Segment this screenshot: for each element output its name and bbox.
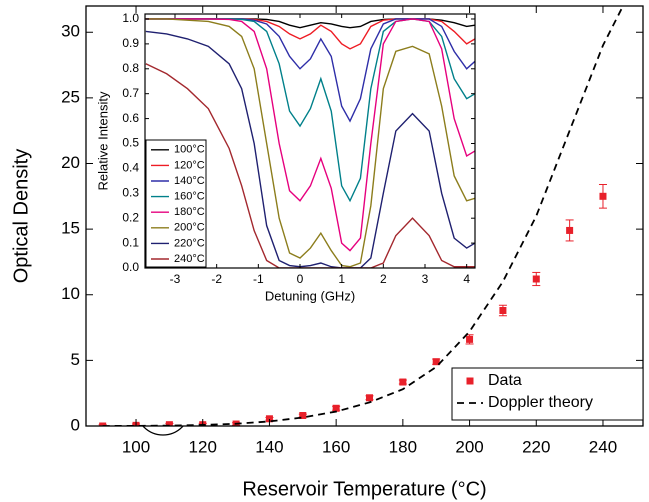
data-line bbox=[145, 30, 475, 268]
data-point bbox=[432, 358, 440, 366]
data-line bbox=[145, 18, 475, 252]
legend-label: 240°C bbox=[174, 253, 205, 265]
x-tick-label: 240 bbox=[589, 437, 617, 456]
plot-frame bbox=[144, 13, 476, 269]
y-tick-label: 0.5 bbox=[122, 136, 139, 150]
legend-box bbox=[145, 139, 207, 268]
y-tick-label: 0.2 bbox=[122, 210, 139, 224]
x-tick-label: 3 bbox=[422, 272, 429, 286]
y-tick-label: 5 bbox=[71, 350, 80, 369]
x-tick-label: 220 bbox=[522, 437, 550, 456]
data-point bbox=[599, 192, 607, 200]
data-point bbox=[332, 404, 340, 412]
y-tick-label: 20 bbox=[61, 153, 80, 172]
x-tick-label: -1 bbox=[253, 272, 264, 286]
y-tick-label: 10 bbox=[61, 284, 80, 303]
plot-frame bbox=[85, 5, 644, 427]
legend-label: 160°C bbox=[174, 191, 205, 203]
data-point bbox=[566, 226, 574, 234]
y-tick-label: 15 bbox=[61, 219, 80, 238]
y-tick-label: 0.4 bbox=[122, 161, 139, 175]
x-tick-label: 120 bbox=[189, 437, 217, 456]
data-point bbox=[399, 378, 407, 386]
y-tick-label: 0.1 bbox=[122, 235, 139, 249]
legend-label: 140°C bbox=[174, 175, 205, 187]
legend-label: Data bbox=[488, 372, 522, 389]
data-point bbox=[466, 335, 474, 343]
x-axis-title: Detuning (GHz) bbox=[265, 288, 355, 303]
y-tick-label: 0.8 bbox=[122, 61, 139, 75]
y-tick-label: 0.6 bbox=[122, 111, 139, 125]
x-tick-label: 180 bbox=[389, 437, 417, 456]
y-tick-label: 0.7 bbox=[122, 86, 139, 100]
y-tick-label: 0 bbox=[71, 415, 80, 434]
y-tick-label: 0.9 bbox=[122, 36, 139, 50]
plot-area bbox=[98, 6, 624, 426]
data-point bbox=[165, 421, 173, 426]
legend-box bbox=[451, 367, 644, 421]
y-tick-label: 30 bbox=[61, 22, 80, 41]
x-tick-label: -3 bbox=[170, 272, 181, 286]
data-point bbox=[366, 394, 374, 402]
legend-label: Doppler theory bbox=[488, 394, 593, 411]
legend-label: 180°C bbox=[174, 206, 205, 218]
data-point bbox=[265, 415, 273, 423]
data-line bbox=[145, 18, 475, 268]
y-tick-label: 0.0 bbox=[122, 260, 139, 274]
legend-label: 120°C bbox=[174, 159, 205, 171]
y-tick-label: 0.3 bbox=[122, 185, 139, 199]
data-point bbox=[299, 412, 307, 419]
legend-marker bbox=[466, 377, 474, 385]
data-point bbox=[99, 422, 107, 426]
x-tick-label: 140 bbox=[255, 437, 283, 456]
legend-label: 200°C bbox=[174, 222, 205, 234]
x-tick-label: 0 bbox=[297, 272, 304, 286]
x-tick-label: 160 bbox=[322, 437, 350, 456]
y-tick-label: 25 bbox=[61, 87, 80, 106]
legend-label: 220°C bbox=[174, 237, 205, 249]
data-line bbox=[102, 6, 624, 426]
data-point bbox=[532, 275, 540, 283]
data-line bbox=[145, 63, 475, 268]
x-tick-label: 4 bbox=[463, 272, 470, 286]
data-point bbox=[499, 307, 507, 314]
x-axis-title: Reservoir Temperature (°C) bbox=[242, 478, 486, 500]
y-axis-title: Optical Density bbox=[10, 149, 32, 284]
x-tick-label: 1 bbox=[338, 272, 345, 286]
x-tick-label: 100 bbox=[122, 437, 150, 456]
y-tick-label: 1.0 bbox=[122, 11, 139, 25]
x-tick-label: 2 bbox=[380, 272, 387, 286]
x-tick-label: 200 bbox=[455, 437, 483, 456]
legend-label: 100°C bbox=[174, 144, 205, 156]
y-axis-title: Relative Intensity bbox=[95, 91, 110, 190]
x-tick-label: -2 bbox=[211, 272, 222, 286]
plot-area bbox=[145, 18, 475, 268]
